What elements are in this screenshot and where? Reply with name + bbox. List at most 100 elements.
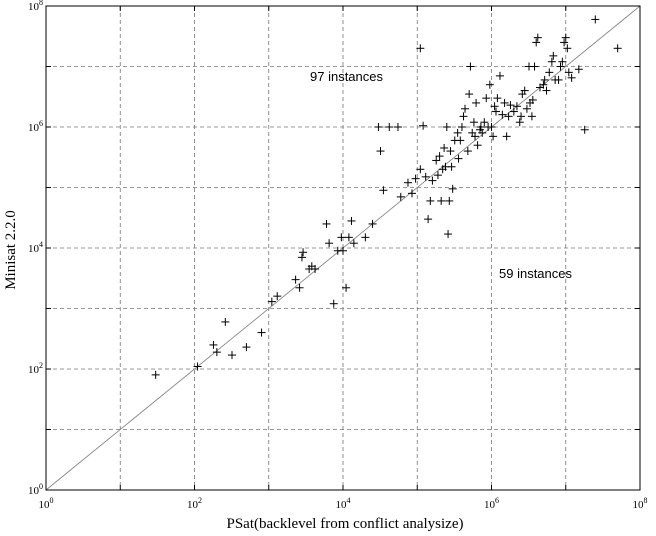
data-point [522,104,531,113]
data-point [347,216,356,225]
data-point [416,165,425,174]
data-point [454,154,463,163]
data-point [528,95,537,104]
data-point [591,15,600,24]
data-point [466,62,475,71]
data-point [547,57,556,66]
data-point [512,102,521,111]
y-axis-label: Minisat 2.2.0 [3,210,19,290]
data-point [506,101,515,110]
data-point [411,174,420,183]
data-point [435,152,444,161]
data-point [329,299,338,308]
data-point [520,86,529,95]
data-point [561,33,570,42]
data-point [515,118,524,127]
y-tick-label: 104 [28,240,43,255]
data-point [295,283,304,292]
data-point [437,196,446,205]
annotation-lower: 59 instances [499,266,572,281]
data-point [376,147,385,156]
data-point [613,44,622,53]
data-point [478,128,487,137]
data-point [564,68,573,77]
data-point [469,118,478,127]
data-point [403,178,412,187]
data-point [445,196,454,205]
data-point [267,297,276,306]
data-point [299,248,308,257]
data-point [448,184,457,193]
data-point [527,112,536,121]
data-point [500,98,509,107]
data-point [349,239,358,248]
data-point [498,110,507,119]
data-point [457,123,466,131]
data-point [342,283,351,292]
data-point [580,125,589,134]
data-points [151,15,622,379]
data-point [517,112,526,121]
data-point [242,343,251,352]
data-point [509,107,518,116]
data-point [504,112,513,121]
data-point [567,73,576,82]
data-point [424,215,433,224]
data-point [495,71,504,80]
data-point [212,348,221,357]
data-point [558,57,567,66]
data-point [416,44,425,53]
data-point [374,123,383,131]
data-point [337,233,346,242]
data-point [476,123,485,131]
x-axis-ticks: 100 102 104 106 108 [39,6,648,511]
data-point [339,246,347,255]
data-point [480,118,489,127]
y-tick-label: 100 [28,482,43,497]
data-point [432,156,441,165]
data-point [574,65,583,74]
data-point [151,370,160,379]
data-point [532,38,541,47]
data-point [322,219,331,228]
data-point [530,62,539,71]
data-point [542,86,551,95]
data-point [426,196,435,205]
data-point [291,275,300,284]
data-point [490,102,499,111]
grid [46,6,640,490]
x-tick-label: 108 [633,496,648,511]
y-axis-ticks: 100 102 104 106 108 [28,0,640,497]
x-tick-label: 106 [484,496,499,511]
y-tick-label: 106 [28,119,43,134]
data-point [385,123,394,131]
x-tick-label: 100 [39,496,54,511]
data-point [433,171,442,180]
data-point [549,51,558,60]
data-point [325,239,334,248]
data-point [456,136,465,145]
data-point [472,98,481,107]
data-point [485,80,494,89]
data-point [297,253,306,262]
data-point [257,328,266,337]
data-point [473,141,482,150]
data-point [489,132,498,141]
data-point [393,123,402,131]
x-tick-label: 102 [187,496,202,511]
annotation-upper: 97 instances [310,69,383,84]
data-point [487,123,496,131]
data-point [463,147,472,156]
data-point [539,80,548,89]
data-point [444,230,453,239]
data-point [465,90,474,99]
x-tick-label: 104 [336,496,351,511]
y-tick-label: 102 [28,361,43,376]
data-point [492,107,501,116]
data-point [368,219,377,228]
data-point [482,94,491,103]
data-point [396,192,405,201]
data-point [209,340,218,349]
data-point [428,176,437,185]
